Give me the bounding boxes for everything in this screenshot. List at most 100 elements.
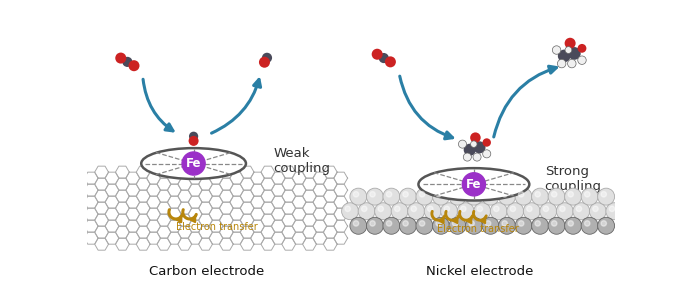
Polygon shape: [209, 208, 223, 220]
Polygon shape: [229, 196, 244, 208]
Circle shape: [556, 203, 573, 220]
Polygon shape: [251, 208, 264, 220]
Polygon shape: [313, 196, 327, 208]
Circle shape: [581, 217, 598, 234]
Circle shape: [378, 206, 384, 212]
Polygon shape: [147, 196, 160, 208]
Polygon shape: [229, 184, 244, 196]
Circle shape: [370, 192, 375, 197]
Circle shape: [457, 203, 474, 220]
Polygon shape: [199, 238, 212, 250]
Circle shape: [416, 217, 433, 234]
Circle shape: [436, 192, 441, 197]
Circle shape: [403, 192, 408, 197]
Circle shape: [502, 192, 508, 197]
Polygon shape: [116, 226, 129, 238]
Circle shape: [502, 221, 508, 226]
Polygon shape: [282, 190, 296, 202]
Polygon shape: [334, 184, 347, 196]
Circle shape: [601, 192, 606, 197]
Polygon shape: [136, 202, 150, 214]
Polygon shape: [251, 172, 264, 184]
Polygon shape: [261, 226, 275, 238]
Polygon shape: [136, 178, 150, 190]
Polygon shape: [240, 226, 254, 238]
Polygon shape: [323, 214, 337, 226]
Polygon shape: [84, 220, 98, 232]
Circle shape: [129, 60, 140, 71]
Polygon shape: [199, 226, 212, 238]
Polygon shape: [323, 190, 337, 202]
Circle shape: [564, 188, 582, 205]
Polygon shape: [229, 232, 244, 244]
Circle shape: [540, 203, 557, 220]
Circle shape: [490, 203, 507, 220]
Polygon shape: [84, 184, 98, 196]
Polygon shape: [292, 196, 306, 208]
Polygon shape: [292, 184, 306, 196]
Polygon shape: [303, 190, 316, 202]
Circle shape: [419, 221, 425, 226]
Circle shape: [427, 206, 433, 212]
Polygon shape: [84, 232, 98, 244]
Polygon shape: [116, 178, 129, 190]
Circle shape: [486, 221, 491, 226]
Polygon shape: [95, 166, 108, 178]
Circle shape: [386, 221, 392, 226]
Circle shape: [408, 203, 425, 220]
Polygon shape: [271, 220, 285, 232]
Polygon shape: [334, 172, 347, 184]
FancyArrowPatch shape: [212, 79, 260, 133]
Circle shape: [432, 188, 449, 205]
Polygon shape: [240, 190, 254, 202]
Circle shape: [532, 188, 549, 205]
Polygon shape: [282, 226, 296, 238]
Polygon shape: [147, 172, 160, 184]
FancyArrowPatch shape: [494, 66, 556, 137]
Polygon shape: [323, 166, 337, 178]
Circle shape: [386, 192, 392, 197]
Circle shape: [358, 203, 375, 220]
Text: Weak
coupling: Weak coupling: [274, 147, 331, 175]
Text: Strong
coupling: Strong coupling: [545, 165, 601, 193]
Circle shape: [597, 217, 614, 234]
Polygon shape: [199, 166, 212, 178]
Polygon shape: [219, 226, 234, 238]
Polygon shape: [188, 220, 202, 232]
Text: Fe: Fe: [466, 178, 482, 191]
Polygon shape: [261, 214, 275, 226]
Circle shape: [551, 192, 557, 197]
Polygon shape: [334, 232, 347, 244]
Circle shape: [350, 217, 367, 234]
Circle shape: [560, 206, 565, 212]
Polygon shape: [84, 196, 98, 208]
Circle shape: [372, 49, 383, 60]
Polygon shape: [209, 220, 223, 232]
Circle shape: [432, 217, 449, 234]
Circle shape: [353, 221, 359, 226]
Text: Carbon electrode: Carbon electrode: [149, 265, 264, 278]
Polygon shape: [105, 184, 119, 196]
Polygon shape: [261, 166, 275, 178]
Circle shape: [515, 188, 532, 205]
Circle shape: [375, 203, 392, 220]
Circle shape: [123, 57, 132, 67]
Polygon shape: [240, 238, 254, 250]
Polygon shape: [136, 226, 150, 238]
Polygon shape: [292, 208, 306, 220]
Polygon shape: [303, 226, 316, 238]
Circle shape: [597, 188, 614, 205]
Polygon shape: [323, 238, 337, 250]
Circle shape: [584, 221, 590, 226]
Polygon shape: [199, 178, 212, 190]
Circle shape: [558, 59, 566, 68]
Circle shape: [552, 46, 561, 54]
Circle shape: [568, 47, 581, 60]
Circle shape: [564, 38, 575, 49]
Polygon shape: [95, 202, 108, 214]
Circle shape: [532, 217, 549, 234]
Polygon shape: [209, 232, 223, 244]
Circle shape: [345, 206, 351, 212]
Circle shape: [411, 206, 416, 212]
Circle shape: [463, 153, 471, 161]
